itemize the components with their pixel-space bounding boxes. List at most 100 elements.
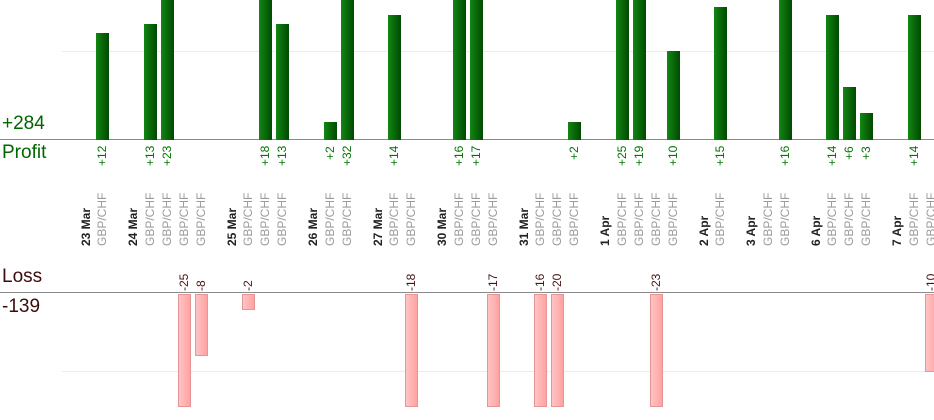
profit-bar: [860, 113, 873, 140]
profit-bar: [96, 33, 109, 140]
date-label-text: 7 Apr: [890, 215, 904, 246]
profit-bar: [452, 0, 466, 140]
profit-bar: [259, 0, 272, 140]
profit-bar: [714, 6, 727, 140]
symbol-label: GBP/CHF: [858, 185, 875, 246]
loss-value-label: -16: [532, 249, 549, 291]
profit-value-label: +13: [142, 146, 159, 186]
profit-bar: [143, 24, 157, 140]
symbol-label-text: GBP/CHF: [923, 192, 934, 246]
symbol-label-text: GBP/CHF: [193, 192, 208, 246]
profit-bar: [388, 15, 401, 140]
date-label: 30 Mar: [434, 185, 452, 246]
profit-value-label: +15: [712, 146, 729, 186]
date-label: 3 Apr: [743, 185, 761, 246]
symbol-label: GBP/CHF: [549, 185, 566, 246]
date-label-text: 27 Mar: [370, 207, 385, 246]
profit-value-label-text: +12: [95, 146, 109, 167]
date-label: 27 Mar: [369, 185, 387, 246]
profit-value-label: +2: [322, 146, 339, 186]
loss-bar: [405, 294, 418, 407]
symbol-label: GBP/CHF: [712, 185, 729, 246]
symbol-label-text: GBP/CHF: [485, 192, 500, 246]
symbol-label: GBP/CHF: [841, 185, 858, 246]
profit-value-label: +16: [451, 146, 468, 186]
profit-value-label-text: +15: [713, 146, 727, 167]
symbol-label-text: GBP/CHF: [760, 192, 775, 246]
date-label: 25 Mar: [223, 185, 241, 246]
profit-value-label: +19: [631, 146, 648, 186]
profit-value-label-text: +6: [842, 146, 856, 160]
profit-bar: [160, 0, 174, 140]
profit-bar: [323, 122, 337, 140]
date-label-text: 24 Mar: [126, 207, 140, 246]
profit-value-label: +14: [824, 146, 841, 186]
symbol-label: GBP/CHF: [274, 185, 291, 246]
loss-value-label-text: -20: [550, 273, 564, 291]
profit-bar: [843, 86, 856, 140]
loss-value-label: -10: [923, 249, 934, 291]
loss-bar: [242, 294, 255, 310]
symbol-label-text: GBP/CHF: [567, 192, 581, 246]
loss-value-label-text: -17: [485, 273, 500, 291]
date-label: 2 Apr: [695, 185, 713, 246]
profit-value-label-text: +2: [322, 146, 337, 160]
symbol-label-text: GBP/CHF: [777, 192, 792, 246]
symbol-label-text: GBP/CHF: [95, 192, 109, 246]
symbol-label: GBP/CHF: [159, 185, 176, 246]
symbol-label-text: GBP/CHF: [631, 192, 646, 246]
loss-value-label-text: -25: [176, 273, 191, 291]
symbol-label-text: GBP/CHF: [387, 192, 401, 246]
symbol-label: GBP/CHF: [906, 185, 923, 246]
symbol-label-text: GBP/CHF: [241, 192, 255, 246]
symbol-label-text: GBP/CHF: [339, 192, 354, 246]
symbol-label-text: GBP/CHF: [665, 192, 680, 246]
profit-value-label-text: +3: [859, 146, 873, 160]
profit-value-label: +25: [614, 146, 631, 186]
symbol-label: GBP/CHF: [760, 185, 777, 246]
profit-value-label: +10: [665, 146, 682, 186]
date-label-text: 6 Apr: [808, 215, 823, 246]
symbol-label-text: GBP/CHF: [404, 192, 418, 246]
symbol-label-text: GBP/CHF: [648, 192, 663, 246]
symbol-label: GBP/CHF: [193, 185, 210, 246]
loss-value-label: -8: [193, 249, 210, 291]
date-label-text: 31 Mar: [516, 207, 531, 246]
profit-bar: [778, 0, 792, 140]
symbol-label: GBP/CHF: [322, 185, 339, 246]
date-label-text: 26 Mar: [306, 207, 320, 246]
symbol-label: GBP/CHF: [240, 185, 257, 246]
loss-value-label: -20: [549, 249, 566, 291]
loss-value-label-text: -2: [241, 280, 255, 291]
profit-value-label: +14: [906, 146, 923, 186]
symbol-label-text: GBP/CHF: [176, 192, 191, 246]
profit-total: +284: [2, 113, 45, 134]
profit-value-label-text: +2: [567, 146, 581, 160]
profit-bar: [826, 15, 839, 140]
symbol-label: GBP/CHF: [777, 185, 794, 246]
profit-value-label-text: +14: [906, 146, 921, 167]
loss-bar: [486, 294, 500, 407]
symbol-label-text: GBP/CHF: [614, 192, 629, 246]
date-label: 26 Mar: [305, 185, 323, 246]
symbol-label: GBP/CHF: [451, 185, 468, 246]
symbol-label-text: GBP/CHF: [159, 192, 174, 246]
profit-value-label-text: +14: [387, 146, 401, 167]
symbol-label: GBP/CHF: [824, 185, 841, 246]
symbol-label-text: GBP/CHF: [550, 192, 564, 246]
symbol-label: GBP/CHF: [468, 185, 485, 246]
loss-total: -139: [2, 296, 41, 317]
profit-value-label: +32: [339, 146, 356, 186]
profit-value-label-text: +16: [451, 146, 466, 167]
profit-value-label-text: +19: [631, 146, 646, 167]
profit-value-label-text: +14: [825, 146, 839, 167]
profit-value-label-text: +13: [275, 146, 289, 167]
symbol-label: GBP/CHF: [142, 185, 159, 246]
loss-value-label-text: -16: [533, 273, 547, 291]
profit-bar: [632, 0, 646, 140]
symbol-label: GBP/CHF: [631, 185, 648, 246]
profit-value-label-text: +17: [468, 146, 483, 167]
profit-value-label: +23: [159, 146, 176, 186]
symbol-label: GBP/CHF: [923, 185, 934, 246]
